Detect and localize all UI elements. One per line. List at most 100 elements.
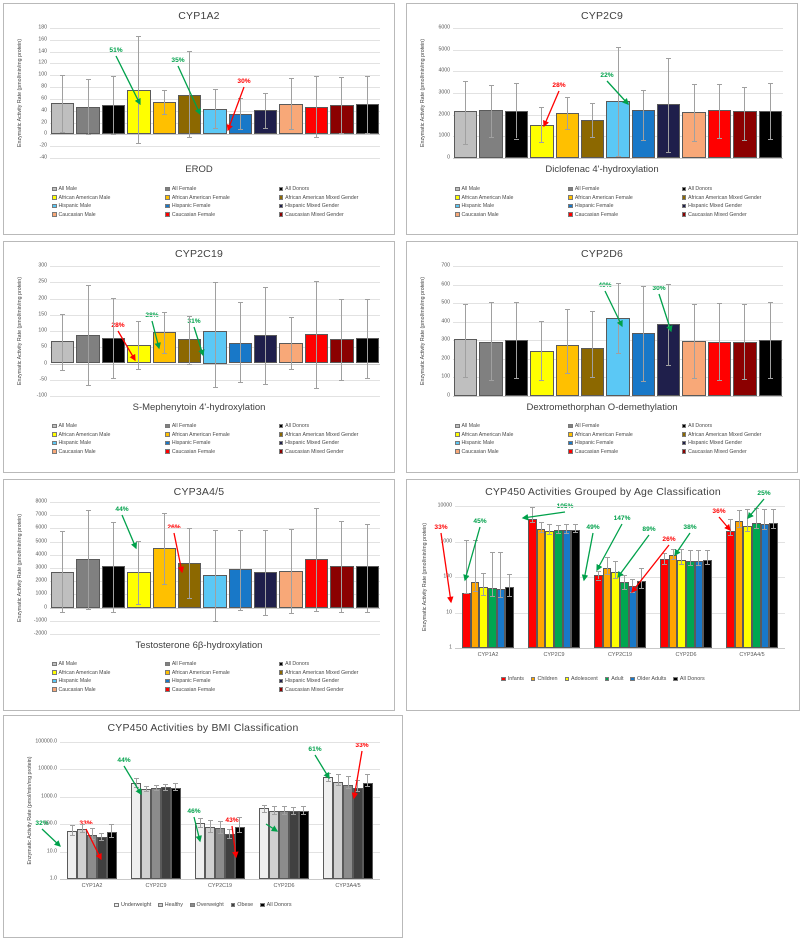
legend-item[interactable]: Adult xyxy=(604,676,623,682)
legend-item[interactable]: Healthy xyxy=(158,902,183,908)
legend-item[interactable]: Hispanic Female xyxy=(165,678,278,684)
y-axis-tick-label: 300 xyxy=(441,336,450,343)
legend-item[interactable]: Caucasian Female xyxy=(568,212,681,218)
legend-item[interactable]: Hispanic Male xyxy=(52,678,165,684)
legend-swatch xyxy=(673,676,678,682)
legend-item[interactable]: All Donors xyxy=(278,423,392,429)
legend-item[interactable]: Caucasian Female xyxy=(165,449,278,455)
legend-item[interactable]: African American Female xyxy=(165,670,278,676)
legend-item[interactable]: Underweight xyxy=(114,902,151,908)
y-axis-tick-label: 6000 xyxy=(35,524,47,531)
legend-item[interactable]: Hispanic Mixed Gender xyxy=(681,203,795,209)
legend-item[interactable]: Caucasian Male xyxy=(52,212,165,218)
legend-item[interactable]: All Donors xyxy=(681,423,795,429)
legend-item[interactable]: African American Female xyxy=(165,432,278,438)
legend-item[interactable]: African American Mixed Gender xyxy=(278,670,392,676)
legend-item[interactable]: Hispanic Mixed Gender xyxy=(278,440,392,446)
error-bar-cap xyxy=(770,508,776,510)
legend-item[interactable]: Hispanic Male xyxy=(455,440,568,446)
legend-item[interactable]: Older Adults xyxy=(630,676,666,682)
legend-item[interactable]: African American Mixed Gender xyxy=(681,195,795,201)
legend-item[interactable]: Caucasian Mixed Gender xyxy=(681,449,795,455)
legend-item[interactable]: Caucasian Mixed Gender xyxy=(681,212,795,218)
legend-item[interactable]: All Female xyxy=(165,186,278,192)
error-bar-cap xyxy=(69,824,75,826)
legend-item[interactable]: Overweight xyxy=(190,902,224,908)
legend-item[interactable]: All Donors xyxy=(681,186,795,192)
error-bar xyxy=(672,548,674,560)
legend-item[interactable]: Hispanic Female xyxy=(165,203,278,209)
bar xyxy=(677,559,686,648)
error-bar xyxy=(769,82,771,139)
legend-item[interactable]: African American Male xyxy=(52,432,165,438)
annotation-label: 61% xyxy=(308,746,322,753)
legend-item[interactable]: Adolescent xyxy=(564,676,598,682)
legend-item[interactable]: Hispanic Female xyxy=(568,440,681,446)
legend-item[interactable]: Caucasian Male xyxy=(455,449,568,455)
legend-item[interactable]: All Donors xyxy=(278,661,392,667)
legend-item[interactable]: All Male xyxy=(52,661,165,667)
legend-item[interactable]: Hispanic Female xyxy=(165,440,278,446)
legend-item[interactable]: All Male xyxy=(455,423,568,429)
legend-item[interactable]: All Female xyxy=(165,423,278,429)
legend-item[interactable]: Hispanic Male xyxy=(52,203,165,209)
legend-item[interactable]: All Female xyxy=(568,186,681,192)
legend-item[interactable]: Obese xyxy=(230,902,253,908)
legend-item[interactable]: Caucasian Mixed Gender xyxy=(278,687,392,693)
error-bar-cap xyxy=(679,549,685,551)
legend-item[interactable]: Caucasian Female xyxy=(568,449,681,455)
error-bar-cap xyxy=(564,129,570,131)
legend-item[interactable]: Hispanic Mixed Gender xyxy=(681,440,795,446)
error-bar-cap xyxy=(590,377,596,379)
legend-item[interactable]: All Donors xyxy=(673,676,705,682)
legend-item[interactable]: All Female xyxy=(165,661,278,667)
legend-item[interactable]: Infants xyxy=(501,676,524,682)
annotation-label: 30% xyxy=(237,78,251,85)
error-bar xyxy=(239,529,241,610)
legend-item[interactable]: All Donors xyxy=(278,186,392,192)
legend-item[interactable]: Hispanic Male xyxy=(455,203,568,209)
legend-item[interactable]: Caucasian Female xyxy=(165,687,278,693)
error-bar-cap xyxy=(596,570,602,572)
legend-item[interactable]: Hispanic Mixed Gender xyxy=(278,678,392,684)
legend-item[interactable]: Caucasian Male xyxy=(52,687,165,693)
legend-item[interactable]: African American Mixed Gender xyxy=(278,432,392,438)
legend-item[interactable]: Caucasian Male xyxy=(455,212,568,218)
legend-item[interactable]: African American Male xyxy=(52,195,165,201)
axis-baseline xyxy=(453,396,783,397)
legend-item[interactable]: Caucasian Male xyxy=(52,449,165,455)
legend-item[interactable]: Hispanic Female xyxy=(568,203,681,209)
y-axis-tick-label: 400 xyxy=(441,318,450,325)
legend-item[interactable]: Children xyxy=(530,676,558,682)
x-axis-tick-label: CYP1A2 xyxy=(477,652,499,658)
legend-item[interactable]: Caucasian Female xyxy=(165,212,278,218)
error-bar-cap xyxy=(472,591,478,593)
error-bar-cap xyxy=(564,524,570,526)
legend-label: Hispanic Female xyxy=(171,678,211,684)
legend-item[interactable]: All Donors xyxy=(260,902,292,908)
legend-item[interactable]: Caucasian Mixed Gender xyxy=(278,212,392,218)
legend-label: Hispanic Female xyxy=(171,203,211,209)
legend-label: Caucasian Female xyxy=(171,686,216,693)
legend-item[interactable]: African American Female xyxy=(568,432,681,438)
legend-item[interactable]: African American Male xyxy=(52,670,165,676)
legend-item[interactable]: Hispanic Mixed Gender xyxy=(278,203,392,209)
annotation-label: 51% xyxy=(109,47,123,54)
legend-item[interactable]: Hispanic Male xyxy=(52,440,165,446)
error-bar-cap xyxy=(136,603,142,605)
legend-item[interactable]: All Male xyxy=(52,186,165,192)
legend-item[interactable]: African American Male xyxy=(455,432,568,438)
legend-item[interactable]: All Male xyxy=(455,186,568,192)
legend-item[interactable]: African American Female xyxy=(165,195,278,201)
error-bar-cap xyxy=(613,577,619,579)
legend-item[interactable]: African American Male xyxy=(455,195,568,201)
error-bar-cap xyxy=(281,806,287,808)
legend-item[interactable]: Caucasian Mixed Gender xyxy=(278,449,392,455)
error-bar xyxy=(366,524,368,612)
legend-item[interactable]: African American Mixed Gender xyxy=(278,195,392,201)
error-bar xyxy=(466,540,468,594)
legend-item[interactable]: All Female xyxy=(568,423,681,429)
legend-item[interactable]: African American Mixed Gender xyxy=(681,432,795,438)
legend-item[interactable]: All Male xyxy=(52,423,165,429)
legend-item[interactable]: African American Female xyxy=(568,195,681,201)
